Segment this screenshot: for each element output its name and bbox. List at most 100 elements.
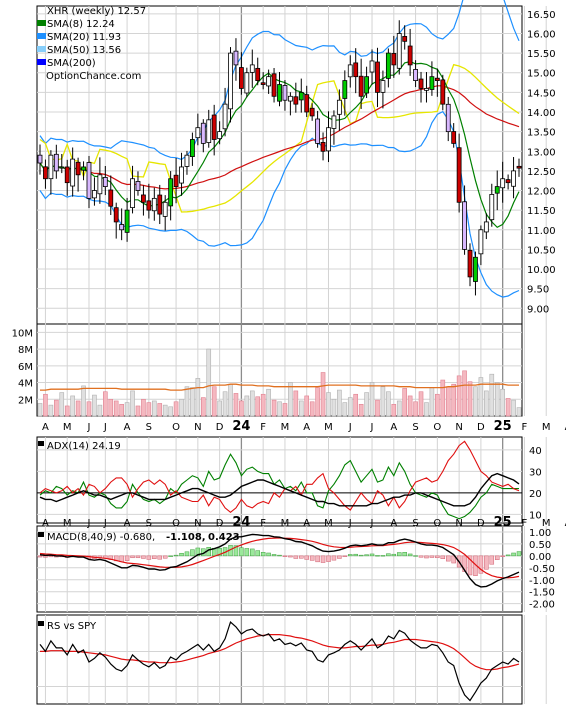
macd-histogram-bar <box>266 552 271 557</box>
candle-body <box>287 95 293 102</box>
candle-body <box>364 76 369 94</box>
volume-bar <box>445 386 451 417</box>
macd-histogram-bar <box>435 555 440 559</box>
candle-body <box>445 103 451 133</box>
candle-body <box>97 174 103 195</box>
candle-body <box>473 256 478 282</box>
candle-body <box>70 158 76 187</box>
watermark-label: OptionChance.com <box>46 71 141 82</box>
macd-histogram-bar <box>217 547 222 557</box>
y-tick-label: 14.50 <box>527 88 556 99</box>
candle-body <box>418 78 424 89</box>
candle-body <box>168 178 174 207</box>
candle-body <box>478 229 484 255</box>
rs-legend-swatch <box>38 621 44 626</box>
legend-swatch <box>37 33 46 39</box>
macd-histogram-bar <box>407 553 413 557</box>
x-axis-label: M <box>324 422 333 433</box>
macd-histogram-bar <box>331 555 337 561</box>
volume-bar <box>326 392 331 417</box>
volume-bar <box>244 395 250 417</box>
volume-bar <box>157 403 163 417</box>
candle-body <box>396 33 402 69</box>
volume-bar <box>75 400 81 417</box>
macd-histogram-bar <box>397 552 402 557</box>
macd-histogram-bar <box>315 555 320 563</box>
candle-body <box>407 45 413 66</box>
x-axis-label: 25 <box>494 515 512 530</box>
x-axis-label: S <box>412 518 418 529</box>
x-axis-label: A <box>565 518 566 529</box>
adx-legend-label: ADX(14) 24.19 <box>47 441 121 452</box>
macd-histogram-bar <box>429 555 435 558</box>
macd-histogram-bar <box>309 555 315 561</box>
x-axis-label: J <box>103 422 107 433</box>
macd-histogram-bar <box>320 555 326 563</box>
volume-bar <box>124 402 130 417</box>
macd-histogram-bar <box>511 552 516 557</box>
x-axis-label: N <box>194 422 201 433</box>
volume-bar <box>217 400 222 417</box>
volume-bar <box>331 398 337 417</box>
macd-histogram-bar <box>293 555 299 559</box>
macd-histogram-bar <box>195 547 201 557</box>
macd-histogram-bar <box>162 555 168 559</box>
candle-body <box>260 82 266 85</box>
volume-bar <box>103 391 108 417</box>
volume-bar <box>113 400 119 417</box>
volume-bar <box>402 388 407 417</box>
candle-body <box>494 186 500 194</box>
macd-histogram-bar <box>277 554 282 557</box>
volume-bar <box>407 395 413 417</box>
plus-di-line <box>39 453 519 520</box>
volume-y-tick-label: 2M <box>18 395 33 406</box>
macd-y-tick-label: 1.00 <box>529 528 551 539</box>
volume-bar <box>130 390 135 417</box>
y-tick-label: 14.00 <box>527 108 556 119</box>
volume-average-line <box>40 383 519 391</box>
candle-body <box>162 201 168 217</box>
macd-histogram-bar <box>179 552 184 557</box>
volume-bar <box>418 391 424 417</box>
candle-body <box>500 178 506 189</box>
candle-body <box>238 67 244 89</box>
legend-label: XHR (weekly) 12.57 <box>47 6 146 17</box>
candle-body <box>326 127 331 152</box>
candle-body <box>124 209 130 233</box>
volume-bar <box>48 404 54 417</box>
y-tick-label: 13.00 <box>527 147 556 158</box>
y-tick-label: 13.50 <box>527 128 556 139</box>
candle-body <box>402 36 408 42</box>
volume-bar <box>478 377 484 417</box>
x-axis-label: N <box>455 422 462 433</box>
volume-bar <box>456 375 462 417</box>
x-axis-label: A <box>303 518 310 529</box>
macd-histogram-bar <box>402 552 407 557</box>
x-axis-label: O <box>433 518 441 529</box>
candle-body <box>293 96 299 105</box>
volume-bar <box>511 399 516 417</box>
candle-body <box>233 50 239 66</box>
x-axis-label: F <box>522 518 528 529</box>
macd-histogram-bar <box>157 555 162 560</box>
volume-bar <box>135 405 141 417</box>
x-axis-label: D <box>477 518 485 529</box>
volume-bar <box>190 387 195 417</box>
candle-body <box>451 131 457 144</box>
macd-histogram-bar <box>478 555 484 574</box>
candle-body <box>59 166 65 169</box>
y-tick-label: 10.00 <box>527 265 556 276</box>
macd-histogram-bar <box>255 550 260 557</box>
candle-body <box>190 139 195 157</box>
volume-bar <box>59 392 65 417</box>
volume-bar <box>249 390 255 417</box>
volume-bar <box>304 395 310 417</box>
macd-histogram-value: 0.423 <box>208 532 240 543</box>
x-axis-label: J <box>370 518 374 529</box>
volume-bar <box>184 386 190 417</box>
macd-histogram-bar <box>413 555 418 557</box>
candle-body <box>86 162 92 199</box>
candle-body <box>380 80 386 93</box>
candle-body <box>304 94 310 113</box>
